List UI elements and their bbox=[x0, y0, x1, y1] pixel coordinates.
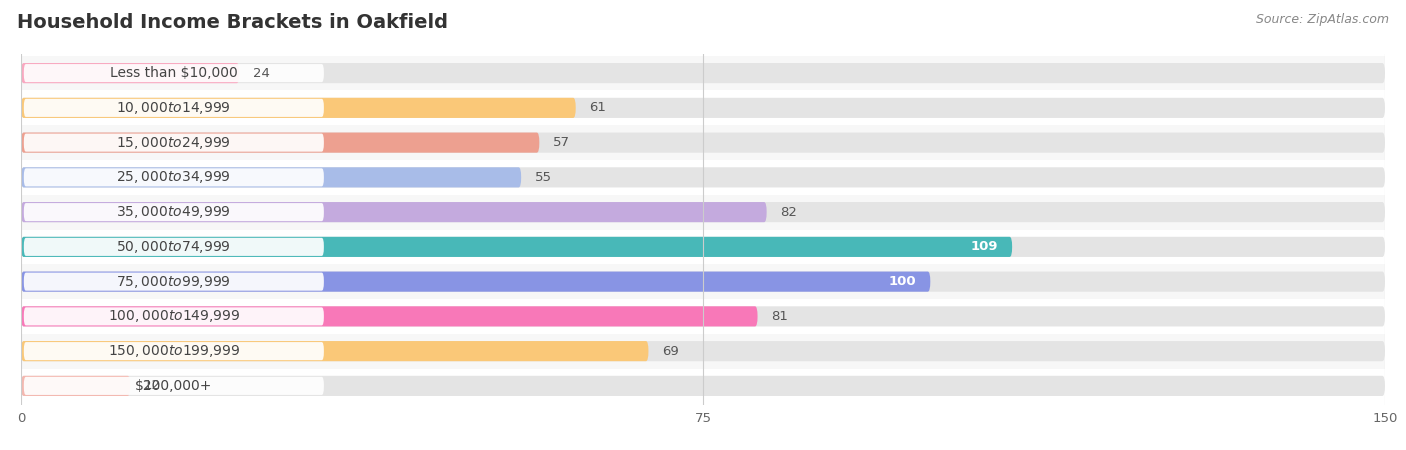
Bar bbox=[21, 334, 1385, 369]
Text: Household Income Brackets in Oakfield: Household Income Brackets in Oakfield bbox=[17, 14, 449, 32]
FancyBboxPatch shape bbox=[21, 376, 1385, 396]
FancyBboxPatch shape bbox=[21, 167, 1385, 188]
FancyBboxPatch shape bbox=[21, 376, 131, 396]
Text: $50,000 to $74,999: $50,000 to $74,999 bbox=[117, 239, 231, 255]
FancyBboxPatch shape bbox=[21, 271, 931, 292]
Bar bbox=[21, 56, 1385, 90]
Text: 100: 100 bbox=[889, 275, 917, 288]
FancyBboxPatch shape bbox=[21, 133, 1385, 153]
FancyBboxPatch shape bbox=[24, 307, 323, 325]
Bar bbox=[21, 125, 1385, 160]
FancyBboxPatch shape bbox=[21, 341, 1385, 361]
Bar bbox=[21, 195, 1385, 230]
Text: Source: ZipAtlas.com: Source: ZipAtlas.com bbox=[1256, 14, 1389, 27]
FancyBboxPatch shape bbox=[21, 133, 540, 153]
Bar bbox=[21, 230, 1385, 264]
Text: $15,000 to $24,999: $15,000 to $24,999 bbox=[117, 135, 231, 151]
FancyBboxPatch shape bbox=[21, 98, 575, 118]
Text: 61: 61 bbox=[589, 101, 606, 114]
Text: 109: 109 bbox=[972, 240, 998, 253]
FancyBboxPatch shape bbox=[24, 377, 323, 395]
Bar bbox=[21, 160, 1385, 195]
Text: $25,000 to $34,999: $25,000 to $34,999 bbox=[117, 169, 231, 185]
FancyBboxPatch shape bbox=[21, 341, 648, 361]
FancyBboxPatch shape bbox=[24, 238, 323, 256]
FancyBboxPatch shape bbox=[24, 64, 323, 82]
Text: 12: 12 bbox=[143, 379, 160, 392]
Text: $200,000+: $200,000+ bbox=[135, 379, 212, 393]
Text: 55: 55 bbox=[534, 171, 551, 184]
Text: Less than $10,000: Less than $10,000 bbox=[110, 66, 238, 80]
Text: 81: 81 bbox=[772, 310, 789, 323]
FancyBboxPatch shape bbox=[21, 98, 1385, 118]
FancyBboxPatch shape bbox=[21, 202, 766, 222]
FancyBboxPatch shape bbox=[21, 63, 1385, 83]
FancyBboxPatch shape bbox=[24, 273, 323, 291]
FancyBboxPatch shape bbox=[21, 63, 239, 83]
FancyBboxPatch shape bbox=[24, 99, 323, 117]
Text: 24: 24 bbox=[253, 67, 270, 80]
FancyBboxPatch shape bbox=[21, 202, 1385, 222]
Text: $100,000 to $149,999: $100,000 to $149,999 bbox=[108, 308, 240, 324]
FancyBboxPatch shape bbox=[24, 134, 323, 152]
Bar bbox=[21, 90, 1385, 125]
FancyBboxPatch shape bbox=[21, 237, 1012, 257]
Bar bbox=[21, 264, 1385, 299]
FancyBboxPatch shape bbox=[24, 342, 323, 360]
Text: $150,000 to $199,999: $150,000 to $199,999 bbox=[108, 343, 240, 359]
Text: 82: 82 bbox=[780, 206, 797, 219]
Text: $10,000 to $14,999: $10,000 to $14,999 bbox=[117, 100, 231, 116]
FancyBboxPatch shape bbox=[21, 306, 758, 326]
FancyBboxPatch shape bbox=[24, 168, 323, 186]
FancyBboxPatch shape bbox=[24, 203, 323, 221]
Bar bbox=[21, 299, 1385, 334]
Bar bbox=[21, 369, 1385, 403]
Text: 57: 57 bbox=[553, 136, 569, 149]
FancyBboxPatch shape bbox=[21, 237, 1385, 257]
Text: $35,000 to $49,999: $35,000 to $49,999 bbox=[117, 204, 231, 220]
FancyBboxPatch shape bbox=[21, 167, 522, 188]
FancyBboxPatch shape bbox=[21, 306, 1385, 326]
Text: 69: 69 bbox=[662, 345, 679, 358]
Text: $75,000 to $99,999: $75,000 to $99,999 bbox=[117, 274, 231, 290]
FancyBboxPatch shape bbox=[21, 271, 1385, 292]
